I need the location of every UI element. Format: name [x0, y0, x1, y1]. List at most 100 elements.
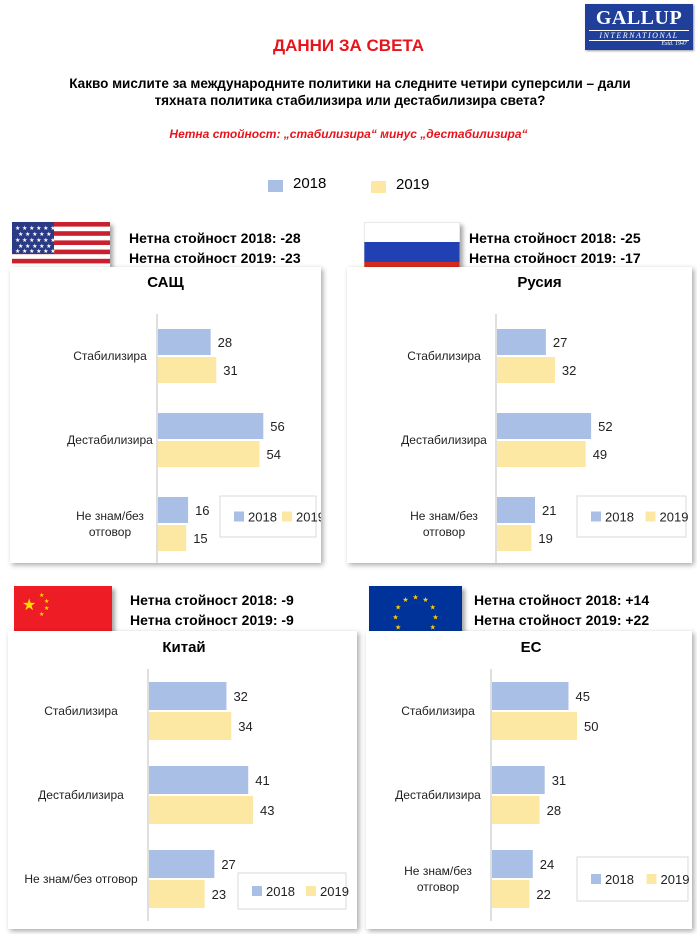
category-label-line: Стабилизира	[407, 349, 481, 363]
bar-2019-destabilizes	[492, 796, 540, 824]
svg-text:★: ★	[432, 614, 438, 622]
category-label-line: Не знам/без отговор	[24, 872, 138, 886]
category-label-line: Дестабилизира	[401, 433, 487, 447]
legend-label-2018: 2018	[605, 510, 634, 525]
legend-label-2019: 2019	[296, 510, 321, 525]
bar-2019-dont-know	[149, 880, 205, 908]
page-title: ДАННИ ЗА СВЕТА	[272, 36, 425, 55]
data-label-2019-dont-know: 22	[536, 887, 550, 902]
svg-text:★: ★	[395, 624, 401, 632]
data-label-2018-dont-know: 16	[195, 503, 209, 518]
legend-label-2018: 2018	[248, 510, 277, 525]
data-label-2019-stabilizes: 34	[238, 719, 252, 734]
survey-question: Какво мислите за международните политики…	[40, 75, 660, 109]
legend-swatch-2019	[371, 181, 386, 193]
category-label-destabilizes: Дестабилизира	[38, 788, 124, 802]
category-label-dont-know: Не знам/без отговор	[410, 509, 478, 539]
data-label-2018-stabilizes: 32	[233, 689, 247, 704]
chart-legend: 2018 2019	[237, 872, 349, 910]
usa-chart: Стабилизира 28 31 Дестабилизира 56 54 Не знам/…	[67, 314, 325, 566]
svg-text:★: ★	[430, 604, 436, 612]
svg-text:★: ★	[412, 594, 418, 602]
category-label-line: отговор	[89, 525, 132, 539]
category-label-dont-know: Не знам/без отговор	[404, 864, 472, 894]
logo-line1: GALLUP	[595, 7, 683, 29]
data-label-2018-stabilizes: 45	[576, 689, 590, 704]
category-label-line: Не знам/без	[404, 864, 472, 878]
bar-2018-dont-know	[158, 497, 189, 523]
category-label-line: отговор	[423, 525, 466, 539]
svg-text:★: ★	[39, 592, 44, 599]
logo-line2: INTERNATIONAL	[589, 30, 689, 41]
legend-swatch-2018	[234, 511, 244, 522]
bar-2019-stabilizes	[497, 357, 555, 383]
eu-chart-title: ЕС	[520, 639, 542, 656]
china-chart-title: Китай	[162, 639, 206, 656]
bar-2018-dont-know	[497, 497, 536, 523]
svg-text:★ ★ ★ ★ ★ ★: ★ ★ ★ ★ ★ ★	[15, 225, 56, 232]
legend-swatch-2019	[645, 511, 656, 522]
category-label-line: отговор	[417, 880, 460, 894]
legend-swatch-2018	[591, 874, 601, 884]
bar-2019-stabilizes	[492, 712, 577, 740]
usa-chart-title: САЩ	[147, 274, 184, 291]
svg-text:★ ★ ★ ★ ★: ★ ★ ★ ★ ★	[18, 243, 52, 250]
data-label-2018-destabilizes: 56	[270, 419, 284, 434]
category-label-line: Стабилизира	[73, 349, 147, 363]
svg-text:★: ★	[44, 605, 49, 612]
svg-text:★: ★	[39, 611, 44, 618]
russia-chart-title: Русия	[517, 274, 562, 291]
net-value-definition: Нетна стойност: „стабилизира“ минус „дес…	[169, 127, 528, 141]
bar-2018-destabilizes	[497, 413, 592, 439]
russia-chart: Стабилизира 27 32 Дестабилизира 52 49 Не знам/…	[401, 314, 689, 566]
question-line1: Какво мислите за международните политики…	[69, 76, 631, 91]
legend-swatch-2018	[252, 886, 262, 896]
data-label-2018-stabilizes: 27	[553, 335, 567, 350]
category-label-line: Не знам/без	[410, 509, 478, 523]
legend-label-2018: 2018	[266, 884, 295, 899]
svg-text:★ ★ ★ ★ ★ ★: ★ ★ ★ ★ ★ ★	[15, 248, 56, 255]
svg-text:★: ★	[392, 614, 398, 622]
bar-2019-stabilizes	[158, 357, 217, 383]
bar-2018-stabilizes	[158, 329, 211, 355]
legend-label-2019: 2019	[661, 872, 690, 887]
russia-net-2018: Нетна стойност 2018: -25	[469, 230, 641, 246]
bar-2018-dont-know	[149, 850, 215, 878]
china-chart-panel: Китай Стабилизира 32 34 Дестабилизира 41 43 Не…	[8, 631, 357, 929]
data-label-2019-stabilizes: 50	[584, 719, 598, 734]
usa-chart-panel: САЩ Стабилизира 28 31 Дестабилизира 56 54 Не з…	[10, 267, 325, 566]
data-label-2019-destabilizes: 28	[547, 803, 561, 818]
data-label-2019-dont-know: 23	[212, 887, 226, 902]
chart-legend: 2018 2019	[576, 495, 689, 538]
category-label-line: Дестабилизира	[395, 788, 481, 802]
category-label-destabilizes: Дестабилизира	[67, 433, 153, 447]
category-label-dont-know: Не знам/без отговор	[76, 509, 144, 539]
data-label-2018-destabilizes: 31	[552, 773, 566, 788]
bar-2018-stabilizes	[497, 329, 546, 355]
legend-swatch-2019	[646, 874, 657, 884]
category-label-line: Не знам/без	[76, 509, 144, 523]
chart-legend: 2018 2019	[219, 495, 325, 538]
bar-2018-stabilizes	[492, 682, 569, 710]
china-net-2019: Нетна стойност 2019: -9	[130, 612, 294, 628]
bar-2018-stabilizes	[149, 682, 227, 710]
svg-text:★: ★	[22, 597, 36, 614]
data-label-2018-destabilizes: 52	[598, 419, 612, 434]
data-label-2019-stabilizes: 31	[223, 363, 237, 378]
russia-chart-panel: Русия Стабилизира 27 32 Дестабилизира 52 49 Не…	[347, 267, 692, 566]
chart-legend: 2018 2019	[576, 856, 690, 902]
china-chart: Стабилизира 32 34 Дестабилизира 41 43 Не знам/…	[24, 669, 349, 921]
eu-chart: Стабилизира 45 50 Дестабилизира 31 28 Не знам/…	[395, 669, 690, 921]
bar-2018-destabilizes	[492, 766, 545, 794]
category-label-line: Стабилизира	[401, 704, 475, 718]
legend-swatch-2019	[282, 511, 292, 522]
usa-net-2019: Нетна стойност 2019: -23	[129, 250, 301, 266]
svg-text:★: ★	[430, 624, 436, 632]
bar-2018-destabilizes	[158, 413, 264, 439]
gallup-logo: GALLUP INTERNATIONAL Estd. 1947	[585, 4, 693, 50]
data-label-2018-dont-know: 27	[221, 857, 235, 872]
bar-2019-dont-know	[158, 525, 187, 551]
legend-label-2019: 2019	[660, 510, 689, 525]
bar-2019-dont-know	[497, 525, 532, 551]
category-label-stabilizes: Стабилизира	[401, 704, 475, 718]
